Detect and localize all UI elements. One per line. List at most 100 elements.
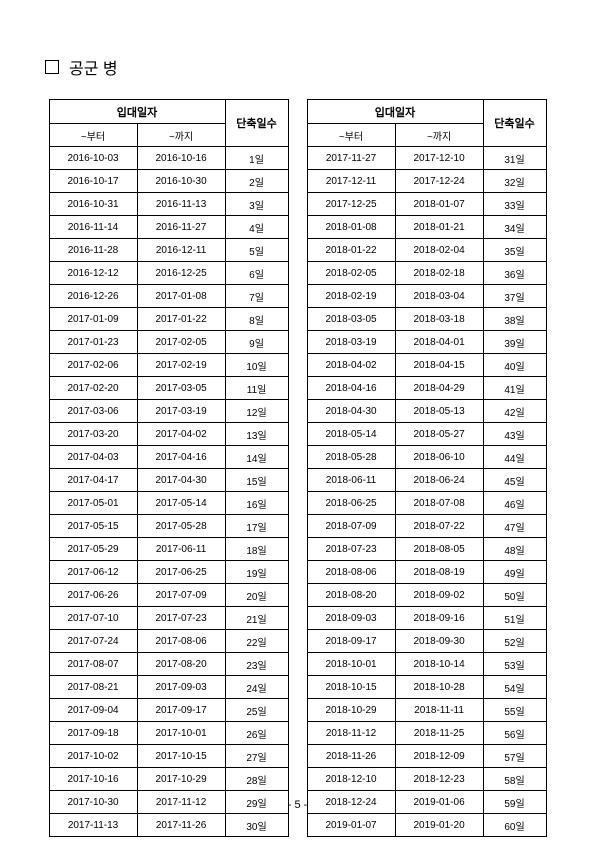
cell-days: 3일: [225, 193, 288, 216]
header-to: ~까지: [395, 124, 483, 147]
header-to: ~까지: [137, 124, 225, 147]
cell-from: 2017-05-15: [49, 515, 137, 538]
table-row: 2017-02-062017-02-1910일: [49, 354, 288, 377]
cell-to: 2017-05-14: [137, 492, 225, 515]
cell-days: 30일: [225, 814, 288, 837]
cell-from: 2018-06-25: [307, 492, 395, 515]
cell-from: 2018-08-20: [307, 584, 395, 607]
table-row: 2018-01-222018-02-0435일: [307, 239, 546, 262]
cell-to: 2017-01-22: [137, 308, 225, 331]
cell-from: 2018-10-01: [307, 653, 395, 676]
table-row: 2018-06-252018-07-0846일: [307, 492, 546, 515]
cell-to: 2017-07-23: [137, 607, 225, 630]
table-row: 2018-03-052018-03-1838일: [307, 308, 546, 331]
cell-from: 2018-08-06: [307, 561, 395, 584]
cell-days: 33일: [483, 193, 546, 216]
cell-from: 2018-04-02: [307, 354, 395, 377]
cell-from: 2017-08-07: [49, 653, 137, 676]
cell-days: 15일: [225, 469, 288, 492]
cell-to: 2019-01-20: [395, 814, 483, 837]
cell-days: 58일: [483, 768, 546, 791]
cell-to: 2018-07-08: [395, 492, 483, 515]
table-row: 2018-03-192018-04-0139일: [307, 331, 546, 354]
cell-days: 52일: [483, 630, 546, 653]
cell-from: 2018-01-22: [307, 239, 395, 262]
table-row: 2016-11-142016-11-274일: [49, 216, 288, 239]
cell-days: 44일: [483, 446, 546, 469]
cell-days: 47일: [483, 515, 546, 538]
table-row: 2017-06-122017-06-2519일: [49, 561, 288, 584]
section-title-row: 공군 병: [45, 55, 550, 79]
table-row: 2018-05-142018-05-2743일: [307, 423, 546, 446]
table-row: 2016-10-172016-10-302일: [49, 170, 288, 193]
table-row: 2018-05-282018-06-1044일: [307, 446, 546, 469]
cell-days: 51일: [483, 607, 546, 630]
cell-from: 2018-12-10: [307, 768, 395, 791]
table-row: 2018-10-292018-11-1155일: [307, 699, 546, 722]
cell-to: 2018-04-15: [395, 354, 483, 377]
cell-days: 60일: [483, 814, 546, 837]
cell-days: 50일: [483, 584, 546, 607]
cell-to: 2018-02-04: [395, 239, 483, 262]
cell-from: 2017-08-21: [49, 676, 137, 699]
cell-to: 2017-10-01: [137, 722, 225, 745]
cell-to: 2018-10-14: [395, 653, 483, 676]
cell-to: 2018-11-25: [395, 722, 483, 745]
cell-from: 2017-12-11: [307, 170, 395, 193]
cell-to: 2017-12-24: [395, 170, 483, 193]
cell-from: 2017-09-04: [49, 699, 137, 722]
cell-from: 2017-06-12: [49, 561, 137, 584]
table-body-right: 2017-11-272017-12-1031일2017-12-112017-12…: [307, 147, 546, 837]
cell-days: 4일: [225, 216, 288, 239]
cell-from: 2017-07-10: [49, 607, 137, 630]
cell-to: 2018-09-30: [395, 630, 483, 653]
table-row: 2017-10-162017-10-2928일: [49, 768, 288, 791]
cell-from: 2017-10-02: [49, 745, 137, 768]
cell-days: 23일: [225, 653, 288, 676]
cell-from: 2017-09-18: [49, 722, 137, 745]
cell-from: 2017-07-24: [49, 630, 137, 653]
cell-from: 2017-04-03: [49, 446, 137, 469]
cell-days: 1일: [225, 147, 288, 170]
cell-to: 2018-09-02: [395, 584, 483, 607]
header-enlist-date: 입대일자: [49, 100, 225, 124]
cell-days: 8일: [225, 308, 288, 331]
table-row: 2016-11-282016-12-115일: [49, 239, 288, 262]
table-row: 2017-11-132017-11-2630일: [49, 814, 288, 837]
cell-days: 2일: [225, 170, 288, 193]
cell-from: 2016-12-12: [49, 262, 137, 285]
cell-to: 2017-11-26: [137, 814, 225, 837]
cell-days: 41일: [483, 377, 546, 400]
cell-to: 2016-12-11: [137, 239, 225, 262]
cell-to: 2018-06-10: [395, 446, 483, 469]
header-reduction-days: 단축일수: [225, 100, 288, 147]
cell-from: 2018-10-29: [307, 699, 395, 722]
cell-to: 2017-08-20: [137, 653, 225, 676]
table-row: 2016-10-312016-11-133일: [49, 193, 288, 216]
cell-from: 2017-02-20: [49, 377, 137, 400]
table-row: 2017-04-032017-04-1614일: [49, 446, 288, 469]
table-row: 2019-01-072019-01-2060일: [307, 814, 546, 837]
header-from: ~부터: [307, 124, 395, 147]
cell-days: 20일: [225, 584, 288, 607]
cell-days: 48일: [483, 538, 546, 561]
table-row: 2018-04-022018-04-1540일: [307, 354, 546, 377]
cell-to: 2018-01-21: [395, 216, 483, 239]
table-row: 2017-05-152017-05-2817일: [49, 515, 288, 538]
header-enlist-date: 입대일자: [307, 100, 483, 124]
cell-days: 31일: [483, 147, 546, 170]
cell-days: 14일: [225, 446, 288, 469]
cell-to: 2018-03-04: [395, 285, 483, 308]
cell-to: 2016-10-16: [137, 147, 225, 170]
table-row: 2017-08-072017-08-2023일: [49, 653, 288, 676]
cell-to: 2017-03-05: [137, 377, 225, 400]
cell-days: 19일: [225, 561, 288, 584]
cell-days: 54일: [483, 676, 546, 699]
cell-to: 2017-06-25: [137, 561, 225, 584]
table-row: 2018-10-012018-10-1453일: [307, 653, 546, 676]
cell-days: 38일: [483, 308, 546, 331]
cell-to: 2017-09-03: [137, 676, 225, 699]
cell-to: 2017-06-11: [137, 538, 225, 561]
cell-to: 2017-10-29: [137, 768, 225, 791]
table-row: 2018-08-062018-08-1949일: [307, 561, 546, 584]
